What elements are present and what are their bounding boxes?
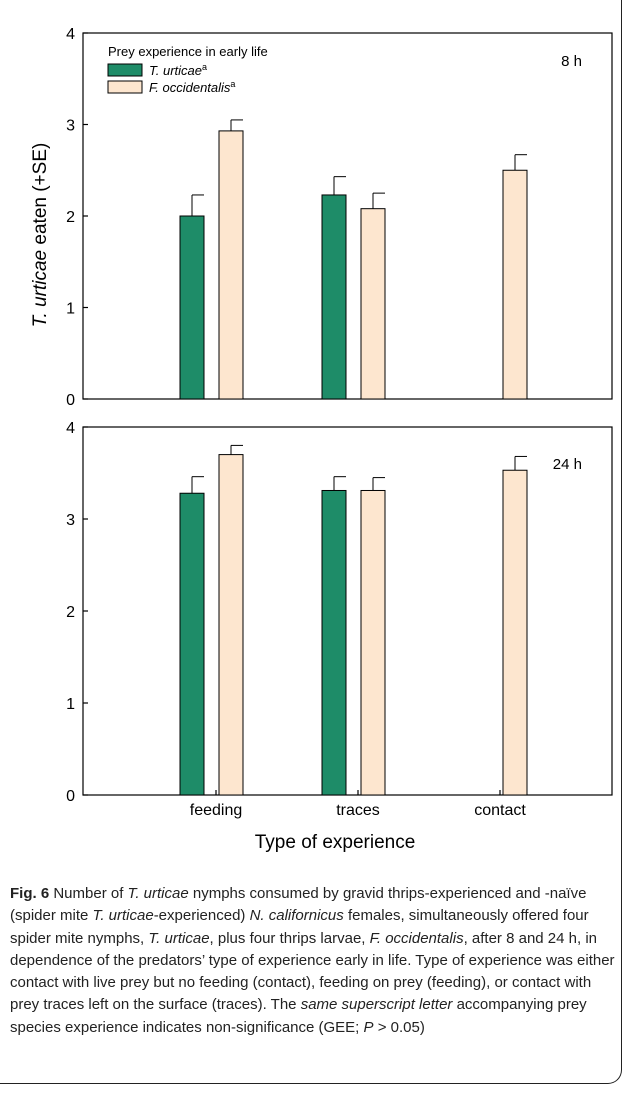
bar xyxy=(360,208,386,400)
caption-text: N. californicus xyxy=(249,907,344,925)
y-tick-label: 1 xyxy=(66,696,75,713)
panel-label: 24 h xyxy=(553,456,582,473)
y-tick-label: 1 xyxy=(66,301,75,318)
bar xyxy=(502,469,528,796)
caption-text: same superscript letter xyxy=(300,996,453,1014)
bar-chart: T. urticae eaten (+SE) Type of experienc… xyxy=(30,26,613,853)
y-tick-label: 2 xyxy=(66,604,75,621)
y-tick-label: 3 xyxy=(66,118,75,135)
x-tick-label: feeding xyxy=(190,802,243,819)
y-tick-label: 0 xyxy=(66,392,75,409)
caption-text: T. urticae xyxy=(127,885,189,902)
legend-title: Prey experience in early life xyxy=(108,44,268,59)
bar xyxy=(321,489,347,796)
caption-text: nymphs consumed by gravid thrips-experie… xyxy=(10,885,587,925)
y-tick-label: 2 xyxy=(66,209,75,226)
y-axis-label: T. urticae eaten (+SE) xyxy=(30,143,51,328)
bar xyxy=(218,454,244,796)
caption-text: , after 8 and 24 h, in dependence of the… xyxy=(10,929,615,1014)
caption-text: Number of xyxy=(49,885,128,902)
panel-label: 8 h xyxy=(561,53,582,70)
x-axis-label: Type of experience xyxy=(255,832,416,853)
caption-text: T. urticae xyxy=(92,907,154,925)
caption-text: F. occidentalis xyxy=(369,929,464,947)
y-tick-label: 4 xyxy=(66,420,75,437)
x-tick-label: contact xyxy=(474,802,526,819)
plot-frame xyxy=(82,426,613,796)
caption-text: females, simultaneously offered four spi… xyxy=(10,907,589,947)
figure-caption: Fig. 6 Number of T. urticae nymphs consu… xyxy=(10,883,616,1039)
panel-2: 0 1 2 3 4 24 h feeding traces contact xyxy=(66,420,613,819)
caption-text: > 0.05) xyxy=(373,1018,425,1036)
x-tick-label: traces xyxy=(336,802,380,819)
bar xyxy=(179,492,205,796)
legend-swatch xyxy=(107,63,143,77)
legend-label: F. occidentalisa xyxy=(149,79,235,95)
caption-text: accompanying prey species experience ind… xyxy=(10,996,587,1036)
legend-swatch xyxy=(107,80,143,94)
caption-text: -experienced) xyxy=(153,907,250,925)
legend: Prey experience in early life T. urticaea… xyxy=(107,44,268,95)
y-tick-label: 0 xyxy=(66,788,75,805)
caption-text: , plus four thrips larvae, xyxy=(209,929,370,947)
caption-text: P xyxy=(363,1018,374,1036)
bar xyxy=(321,194,347,400)
caption-text: T. urticae xyxy=(148,929,210,947)
bar xyxy=(360,489,386,796)
bar xyxy=(179,215,205,400)
bar xyxy=(218,130,244,400)
panel-1: 0 1 2 3 4 8 h xyxy=(66,26,613,409)
y-tick-label: 3 xyxy=(66,512,75,529)
bar xyxy=(502,169,528,400)
figure-label: Fig. 6 xyxy=(10,885,50,902)
y-tick-label: 4 xyxy=(66,26,75,43)
legend-label: T. urticaea xyxy=(149,62,207,78)
